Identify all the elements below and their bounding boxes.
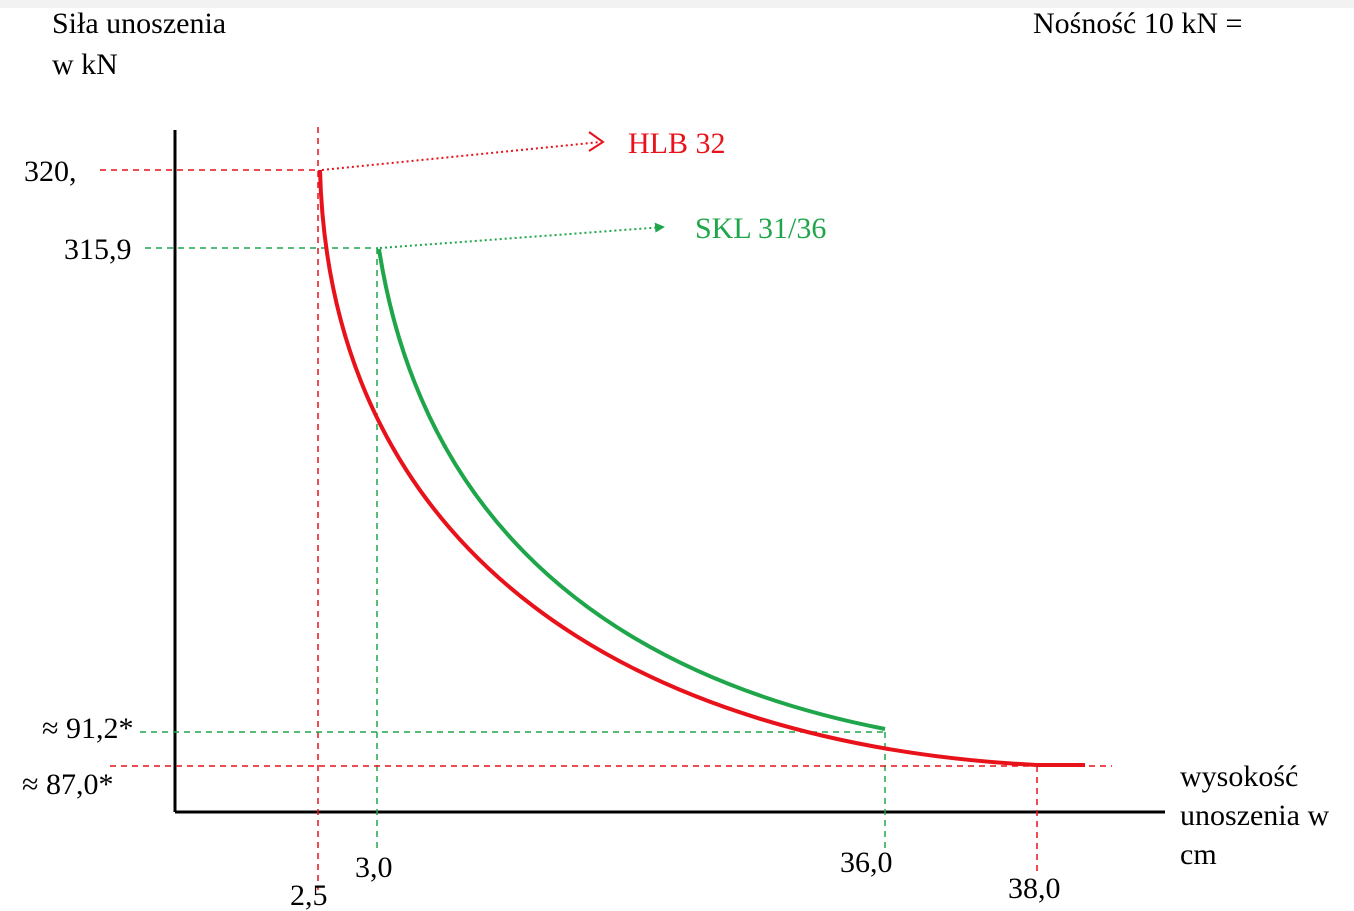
x-tick-label-3-0: 3,0 <box>355 851 393 884</box>
y-tick-label-91-2: ≈ 91,2* <box>42 712 133 745</box>
y-tick-label-315-9: 315,9 <box>64 233 132 266</box>
y-tick-label-87-0: ≈ 87,0* <box>22 768 113 801</box>
top-band <box>0 0 1354 8</box>
y-axis-label-line-2: w kN <box>52 48 118 81</box>
x-tick-label-2-5: 2,5 <box>290 879 328 911</box>
y-axis-label-line-1: Siła unoszenia <box>52 7 226 40</box>
x-tick-label-38-0: 38,0 <box>1008 872 1061 905</box>
series-label-skl-31-36: SKL 31/36 <box>695 212 826 245</box>
y-tick-label-320: 320, <box>24 155 77 188</box>
skl-31-36-callout-line <box>379 222 665 249</box>
x-tick-label-36-0: 36,0 <box>840 846 893 879</box>
note-label: Nośność 10 kN = <box>1033 7 1242 40</box>
hlb-32-callout-arrowhead <box>588 131 605 152</box>
x-axis-label-line-3: cm <box>1180 838 1217 871</box>
x-axis-label-line-2: unoszenia w <box>1180 799 1329 832</box>
series-label-hlb-32: HLB 32 <box>628 127 726 160</box>
x-axis-label-line-1: wysokość <box>1180 760 1298 793</box>
series-skl-31-36-line <box>377 248 886 731</box>
series-hlb-32-line <box>318 169 1085 767</box>
hlb-32-callout-line <box>321 141 601 171</box>
